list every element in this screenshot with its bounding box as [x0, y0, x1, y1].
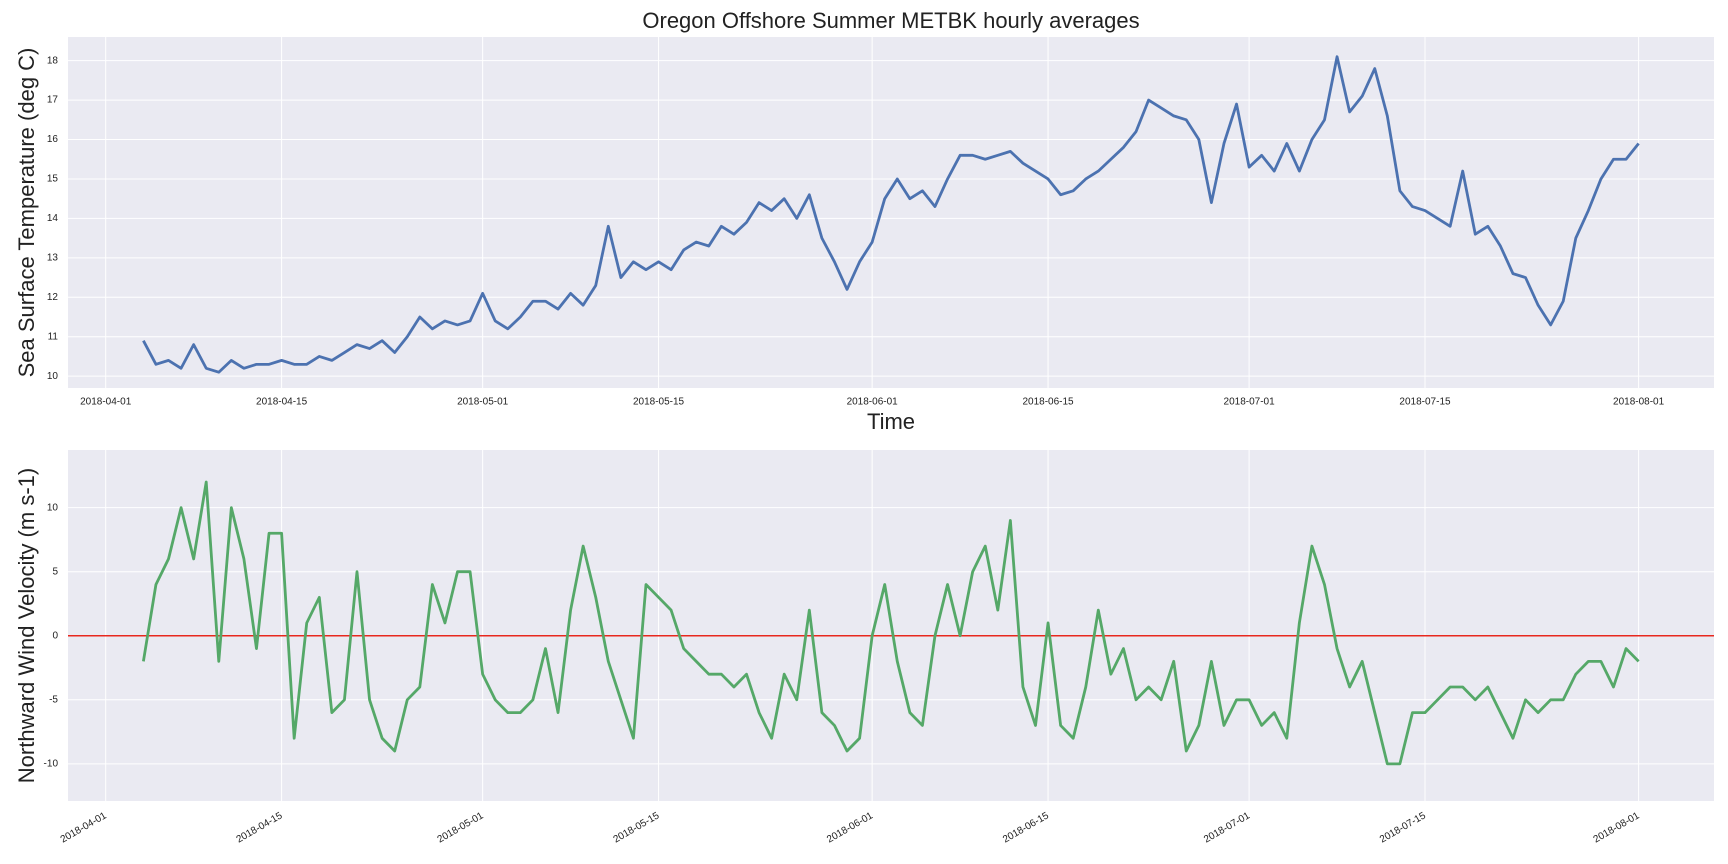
y-tick-label: 10: [47, 502, 59, 513]
x-tick-label: 2018-04-15: [256, 397, 308, 408]
y-tick-label: 16: [47, 134, 59, 145]
y-tick-label: 12: [47, 292, 59, 303]
data-line: [142, 55, 1640, 374]
y-tick-label: 13: [47, 252, 59, 263]
y-tick-label: 5: [52, 566, 58, 577]
chart-title: Oregon Offshore Summer METBK hourly aver…: [642, 8, 1139, 33]
y-tick-label: 15: [47, 174, 59, 185]
x-tick-label: 2018-06-01: [825, 810, 875, 845]
x-tick-label: 2018-07-01: [1224, 397, 1276, 408]
x-tick-label: 2018-04-15: [235, 810, 285, 845]
plot-area: [68, 37, 1714, 388]
x-tick-label: 2018-05-15: [633, 397, 685, 408]
y-tick-label: 18: [47, 55, 59, 66]
x-axis-label: Time: [867, 409, 915, 434]
y-axis-label: Northward Wind Velocity (m s-1): [14, 468, 39, 783]
x-tick-label: 2018-08-01: [1613, 397, 1665, 408]
data-line: [142, 480, 1640, 766]
y-tick-label: 10: [47, 371, 59, 382]
x-tick-label: 2018-06-15: [1001, 810, 1051, 845]
y-tick-label: -5: [49, 694, 58, 705]
y-tick-label: 0: [52, 630, 58, 641]
x-tick-label: 2018-05-15: [612, 810, 662, 845]
x-tick-label: 2018-06-01: [847, 397, 899, 408]
x-tick-label: 2018-05-01: [457, 397, 509, 408]
x-tick-label: 2018-06-15: [1022, 397, 1074, 408]
x-tick-label: 2018-04-01: [59, 810, 109, 845]
y-tick-label: -10: [44, 758, 59, 769]
x-tick-label: 2018-07-15: [1378, 810, 1428, 845]
x-tick-label: 2018-07-15: [1399, 397, 1451, 408]
x-tick-label: 2018-04-01: [80, 397, 132, 408]
x-tick-label: 2018-08-01: [1592, 810, 1642, 845]
y-tick-label: 17: [47, 95, 59, 106]
y-tick-label: 14: [47, 213, 59, 224]
x-tick-label: 2018-07-01: [1202, 810, 1252, 845]
y-tick-label: 11: [48, 331, 59, 342]
y-axis-label: Sea Surface Temperature (deg C): [14, 48, 39, 378]
x-tick-label: 2018-05-01: [436, 810, 486, 845]
